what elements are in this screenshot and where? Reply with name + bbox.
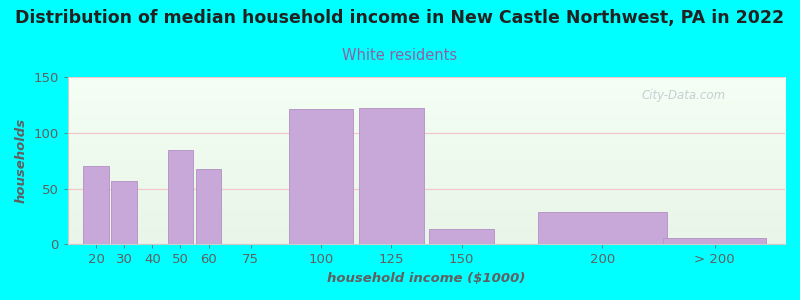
Bar <box>663 238 766 244</box>
X-axis label: household income ($1000): household income ($1000) <box>327 272 526 285</box>
Bar <box>538 212 667 244</box>
Text: White residents: White residents <box>342 48 458 63</box>
Bar <box>111 181 137 244</box>
Bar <box>430 229 494 244</box>
Text: City-Data.com: City-Data.com <box>642 89 726 102</box>
Bar <box>359 108 424 244</box>
Bar <box>83 166 109 244</box>
Bar <box>167 149 194 244</box>
Bar <box>196 169 222 244</box>
Text: Distribution of median household income in New Castle Northwest, PA in 2022: Distribution of median household income … <box>15 9 785 27</box>
Y-axis label: households: households <box>15 118 28 203</box>
Bar <box>289 110 354 244</box>
